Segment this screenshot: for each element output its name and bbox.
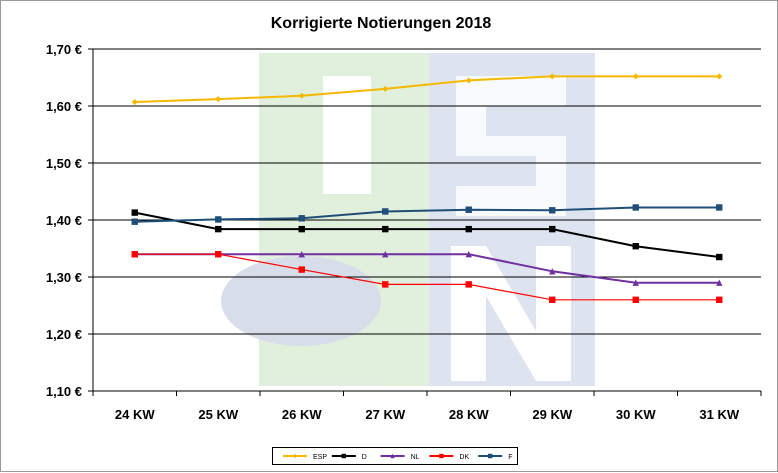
- data-point: [298, 251, 305, 258]
- series-line: [134, 211, 720, 259]
- data-point: [716, 204, 723, 211]
- data-point: [716, 296, 723, 303]
- data-point: [382, 251, 389, 258]
- legend-label: F: [508, 454, 512, 461]
- y-tick-label: 1,60 €: [46, 99, 82, 114]
- x-tick-label: 25 KW: [198, 407, 238, 422]
- series-esp: [131, 73, 723, 106]
- x-tick-label: 31 KW: [699, 407, 739, 422]
- data-point: [382, 85, 389, 92]
- legend-swatch-marker: [341, 453, 346, 459]
- data-point: [298, 215, 305, 222]
- data-point: [298, 225, 305, 233]
- series-nl: [131, 251, 723, 286]
- series-f: [131, 204, 723, 225]
- y-tick-label: 1,70 €: [46, 42, 82, 57]
- series-d: [131, 209, 723, 261]
- series-layer: [131, 73, 723, 303]
- legend-item: NL: [380, 453, 420, 461]
- x-tick-label: 26 KW: [282, 407, 322, 422]
- legend-label: DK: [459, 454, 469, 461]
- legend-item: D: [331, 453, 367, 461]
- data-point: [382, 281, 389, 288]
- x-tick-label: 29 KW: [532, 407, 572, 422]
- x-tick-label: 28 KW: [449, 407, 489, 422]
- data-point: [131, 209, 138, 216]
- watermark-pig-shape: [221, 256, 381, 346]
- data-point: [215, 225, 222, 233]
- x-axis: 24 KW 25 KW 26 KW 27 KW 28 KW 29 KW 30 KW 31 KW: [92, 390, 762, 422]
- data-point: [716, 253, 723, 261]
- data-point: [131, 251, 138, 258]
- data-point: [215, 96, 222, 103]
- data-point: [131, 218, 138, 225]
- y-tick-label: 1,20 €: [46, 327, 82, 342]
- legend-swatch-marker: [488, 453, 493, 459]
- watermark-letter-i: [323, 76, 371, 194]
- y-tick-label: 1,30 €: [46, 270, 82, 285]
- legend: ESP D NL DK F: [272, 447, 518, 465]
- data-point: [632, 279, 639, 286]
- data-point: [632, 204, 639, 211]
- series-line: [134, 75, 720, 104]
- y-axis: 1,10 € 1,20 € 1,30 € 1,40 € 1,50 € 1,60 € 1,70…: [46, 42, 94, 399]
- data-point: [716, 279, 723, 286]
- data-point: [632, 73, 639, 80]
- data-point: [298, 266, 305, 273]
- series-dk: [131, 251, 723, 303]
- data-point: [549, 225, 556, 233]
- data-point: [465, 77, 472, 84]
- watermark-letter-s: [456, 76, 566, 216]
- data-point: [549, 207, 556, 214]
- legend-swatch-marker: [292, 453, 298, 459]
- legend-swatch-marker: [439, 453, 444, 459]
- data-point: [215, 216, 222, 223]
- x-tick-label: 30 KW: [616, 407, 656, 422]
- data-point: [549, 268, 556, 275]
- data-point: [382, 208, 389, 215]
- legend-item: DK: [429, 453, 469, 461]
- data-point: [215, 251, 222, 258]
- watermark-letter-n: [451, 246, 571, 381]
- data-point: [465, 206, 472, 213]
- data-point: [716, 73, 723, 80]
- data-point: [549, 296, 556, 303]
- legend-item: ESP: [283, 453, 327, 461]
- series-line: [134, 253, 720, 284]
- y-tick-label: 1,40 €: [46, 213, 82, 228]
- x-tick-label: 24 KW: [115, 407, 155, 422]
- series-line: [134, 253, 720, 301]
- data-point: [465, 281, 472, 288]
- legend-label: D: [362, 454, 367, 461]
- x-tick-label: 27 KW: [365, 407, 405, 422]
- data-point: [382, 225, 389, 233]
- data-point: [549, 73, 556, 80]
- legend-swatch-marker: [390, 453, 395, 459]
- series-line: [134, 206, 720, 223]
- chart-title: Korrigierte Notierungen 2018: [271, 15, 492, 32]
- y-tick-label: 1,50 €: [46, 156, 82, 171]
- data-point: [632, 296, 639, 303]
- legend-label: NL: [411, 454, 420, 461]
- data-point: [632, 243, 639, 250]
- legend-label: ESP: [313, 454, 327, 461]
- data-point: [298, 92, 305, 99]
- data-point: [465, 251, 472, 258]
- y-tick-label: 1,10 €: [46, 384, 82, 399]
- data-point: [131, 99, 138, 106]
- legend-item: F: [478, 453, 512, 461]
- data-point: [465, 225, 472, 233]
